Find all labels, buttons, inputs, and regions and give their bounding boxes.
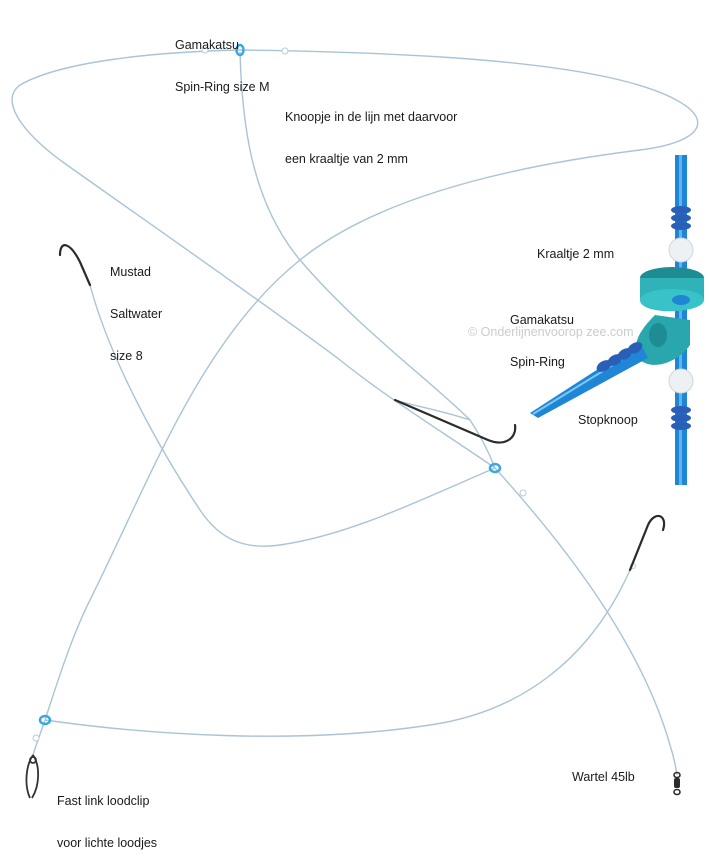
label-stop-knot: Stopknoop [578, 413, 638, 427]
hook-icon [628, 514, 666, 572]
label-lead-clip: Fast link loodclip voor lichte loodjes [57, 766, 157, 864]
detail-inset [530, 155, 704, 485]
label-line: voor lichte loodjes [57, 836, 158, 850]
label-line: Knoopje in de lijn met daarvoor [285, 110, 458, 124]
bead-icon [519, 489, 527, 497]
hook-icon [58, 244, 92, 287]
label-line: Gamakatsu [175, 38, 239, 52]
label-spin-ring-detail: Gamakatsu Spin-Ring [510, 285, 574, 383]
label-line: size 8 [110, 349, 143, 363]
spin-ring-icon [488, 462, 502, 474]
swivel-icon [673, 771, 681, 796]
label-line: Spin-Ring size M [175, 80, 270, 94]
label-swivel: Wartel 45lb [572, 770, 635, 784]
label-line: Fast link loodclip [57, 794, 150, 808]
rig-diagram [11, 43, 704, 799]
label-knot-note: Knoopje in de lijn met daarvoor een kraa… [285, 82, 457, 180]
label-bead: Kraaltje 2 mm [537, 247, 615, 261]
bead-icon [668, 237, 694, 263]
knot-icon [671, 206, 691, 430]
label-line: Saltwater [110, 307, 163, 321]
bead-icon [281, 47, 289, 55]
hooks [58, 244, 666, 572]
label-line: Gamakatsu [510, 313, 574, 327]
label-line: Spin-Ring [510, 355, 565, 369]
spin-ring-icon [235, 43, 245, 57]
spin-ring-icon [38, 714, 52, 726]
label-line: Mustad [110, 265, 151, 279]
hook-icon [393, 398, 517, 444]
lead-clip-icon [25, 754, 40, 799]
bead-icon [32, 734, 40, 742]
spin-rings [38, 43, 502, 726]
bead-icon [668, 368, 694, 394]
label-spin-ring-main: Gamakatsu Spin-Ring size M [175, 10, 269, 108]
label-line: een kraaltje van 2 mm [285, 152, 408, 166]
spin-ring-icon [635, 267, 704, 365]
main-line [11, 49, 699, 776]
watermark: © Onderlijnenvoorop zee.com [468, 325, 634, 339]
label-hook: Mustad Saltwater size 8 [110, 237, 162, 377]
bead-icon [201, 46, 209, 54]
